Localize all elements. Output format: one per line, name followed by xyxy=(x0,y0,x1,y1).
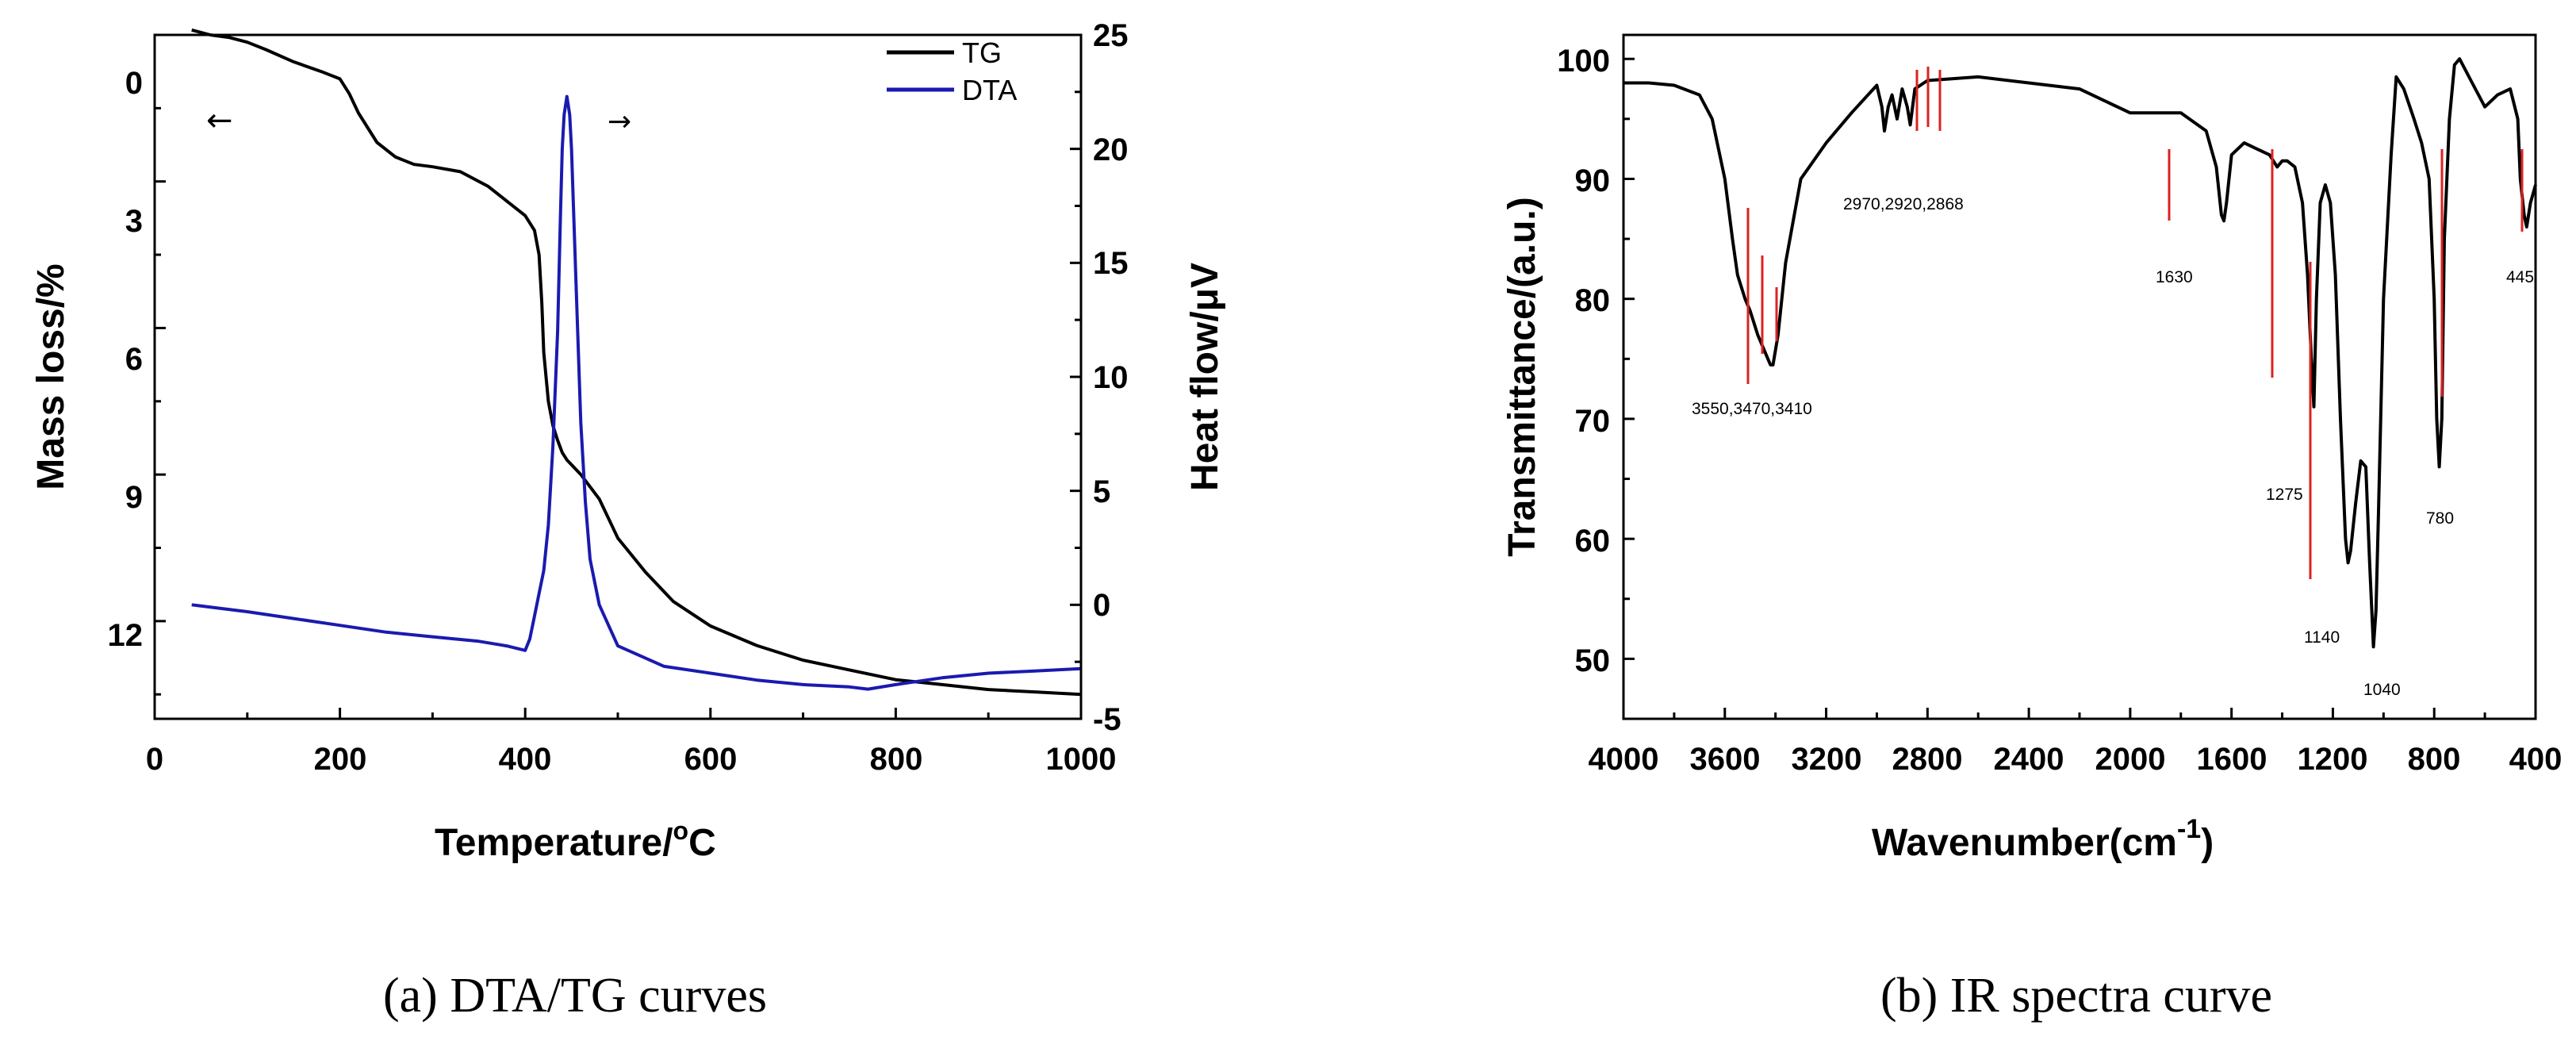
chart-a-legend: TG DTA xyxy=(887,36,1017,106)
chart-b-x-tick: 2000 xyxy=(2095,742,2166,777)
chart-a-x-tick: 800 xyxy=(870,742,923,777)
chart-b-x-tick: 2400 xyxy=(1994,742,2064,777)
chart-b-y-axis-title: Transmittance/(a.u.) xyxy=(1501,197,1543,556)
chart-a-y-left-tick: 3 xyxy=(125,204,143,239)
peak-label: 1275 xyxy=(2266,486,2303,504)
chart-a-arrow-left: ← xyxy=(206,102,233,139)
chart-b-peak-markers xyxy=(1746,67,2524,579)
chart-a-y-right-title: Heat flow/μV xyxy=(1184,263,1226,491)
chart-a-x-tick: 0 xyxy=(146,742,163,777)
series-dta-line xyxy=(191,94,1082,691)
chart-a-x-axis-title: Temperature/oC xyxy=(435,816,716,864)
chart-a-y-right-tick: -5 xyxy=(1093,702,1121,737)
chart-a-x-title-main: Temperature/ xyxy=(435,822,673,864)
peak-label: 1630 xyxy=(2156,268,2193,286)
chart-a-series xyxy=(191,28,1082,697)
chart-b-x-tick: 400 xyxy=(2509,742,2563,777)
peak-label: 3550,3470,3410 xyxy=(1692,400,1812,418)
chart-b-y-tick: 60 xyxy=(1575,524,1611,559)
peak-label: 780 xyxy=(2426,509,2454,528)
chart-a-y-left-tick: 12 xyxy=(108,618,144,653)
chart-b-x-axis-title: Wavenumber(cm-1) xyxy=(1872,814,2214,864)
chart-b-x-tick: 1200 xyxy=(2298,742,2368,777)
chart-b-y-tick: 80 xyxy=(1575,283,1611,318)
chart-b-y-tick: 90 xyxy=(1575,163,1611,198)
chart-a: 0 200 400 600 800 1000 0 3 6 9 12 -5 0 5… xyxy=(30,18,1226,864)
chart-b-series xyxy=(1623,57,2537,649)
peak-label: 1140 xyxy=(2304,628,2340,647)
chart-b-x-title-main: Wavenumber(cm xyxy=(1872,822,2177,864)
chart-a-x-tick: 200 xyxy=(314,742,367,777)
legend-label-dta: DTA xyxy=(962,74,1017,106)
chart-b-x-tick: 2800 xyxy=(1892,742,1963,777)
chart-a-x-tick: 400 xyxy=(499,742,552,777)
chart-a-y-left-title: Mass loss/% xyxy=(30,263,72,490)
chart-b-plot-frame xyxy=(1622,33,2537,720)
chart-a-y-right-tick: 20 xyxy=(1093,132,1129,167)
legend-label-tg: TG xyxy=(962,36,1002,69)
caption-a: (a) DTA/TG curves xyxy=(383,969,767,1023)
peak-label: 1040 xyxy=(2363,681,2401,699)
chart-b-y-tick: 100 xyxy=(1557,44,1610,79)
chart-b-x-title-sup: -1 xyxy=(2177,814,2201,844)
peak-label: 2970,2920,2868 xyxy=(1843,195,1964,213)
chart-a-y-right-tick: 25 xyxy=(1093,18,1129,53)
chart-a-y-left-tick: 9 xyxy=(125,480,143,515)
chart-a-x-tick: 1000 xyxy=(1046,742,1117,777)
peak-label: 445 xyxy=(2506,268,2534,286)
chart-b-x-tick: 800 xyxy=(2408,742,2461,777)
chart-a-y-right-tick: 10 xyxy=(1093,360,1129,395)
caption-b: (b) IR spectra curve xyxy=(1880,969,2272,1023)
chart-b-x-tick: 4000 xyxy=(1589,742,1659,777)
chart-a-y-left-tick: 6 xyxy=(125,342,143,377)
chart-a-plot-frame xyxy=(153,33,1083,720)
series-ir-line xyxy=(1623,57,2537,649)
chart-b-x-title-close: ) xyxy=(2201,822,2214,864)
chart-b-x-tick: 3200 xyxy=(1792,742,1862,777)
chart-a-y-right-tick: 15 xyxy=(1093,246,1129,281)
chart-a-y-right-tick: 0 xyxy=(1093,588,1110,623)
series-tg-line xyxy=(191,28,1082,697)
chart-b-x-tick: 1600 xyxy=(2197,742,2267,777)
chart-a-y-right-tick: 5 xyxy=(1093,474,1110,509)
chart-a-x-title-sup: o xyxy=(673,816,689,845)
chart-a-arrow-right: → xyxy=(608,106,631,138)
chart-a-y-left-tick: 0 xyxy=(125,66,143,101)
chart-b-x-tick: 3600 xyxy=(1690,742,1761,777)
chart-a-x-tick: 600 xyxy=(684,742,738,777)
chart-b-y-tick: 70 xyxy=(1575,404,1611,439)
chart-b: 3550,3470,3410 2970,2920,2868 1630 1275 … xyxy=(1501,33,2563,864)
chart-b-y-tick: 50 xyxy=(1575,643,1611,678)
chart-a-x-title-unit: C xyxy=(688,822,716,864)
